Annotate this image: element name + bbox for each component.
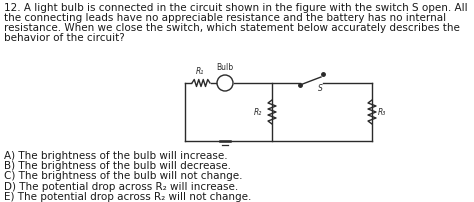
Text: the connecting leads have no appreciable resistance and the battery has no inter: the connecting leads have no appreciable…	[4, 13, 446, 23]
Text: R₂: R₂	[254, 108, 262, 117]
Text: C) The brightness of the bulb will not change.: C) The brightness of the bulb will not c…	[4, 170, 243, 181]
Text: D) The potential drop across R₂ will increase.: D) The potential drop across R₂ will inc…	[4, 181, 238, 191]
Text: R₃: R₃	[378, 108, 386, 117]
Text: R₁: R₁	[196, 67, 204, 76]
Text: A) The brightness of the bulb will increase.: A) The brightness of the bulb will incre…	[4, 150, 228, 160]
Text: Bulb: Bulb	[217, 63, 234, 72]
Text: resistance. When we close the switch, which statement below accurately describes: resistance. When we close the switch, wh…	[4, 23, 460, 33]
Text: B) The brightness of the bulb will decrease.: B) The brightness of the bulb will decre…	[4, 160, 231, 170]
Text: 12. A light bulb is connected in the circuit shown in the figure with the switch: 12. A light bulb is connected in the cir…	[4, 3, 468, 13]
Text: S: S	[318, 84, 323, 93]
Text: E) The potential drop across R₂ will not change.: E) The potential drop across R₂ will not…	[4, 191, 251, 201]
Text: behavior of the circuit?: behavior of the circuit?	[4, 33, 125, 43]
